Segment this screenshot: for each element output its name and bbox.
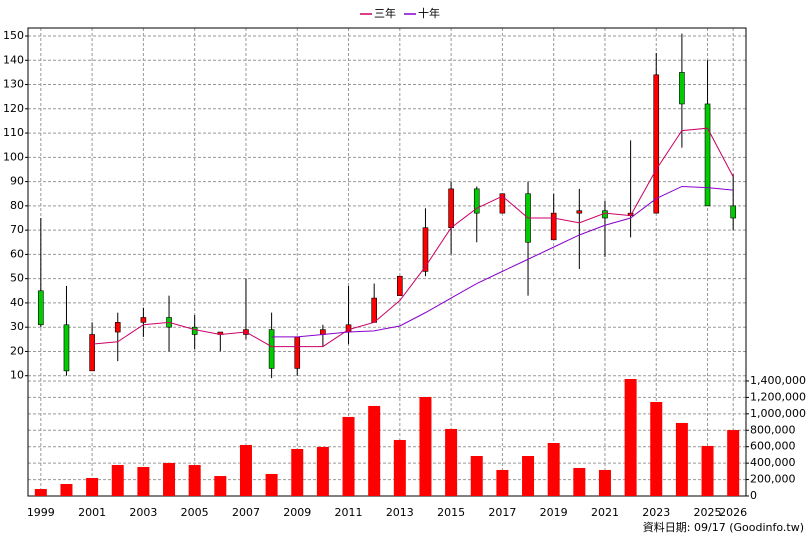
candle-body <box>191 326 198 335</box>
y-tick-label: 150 <box>3 29 24 42</box>
volume-bar <box>111 465 124 496</box>
volume-bar <box>650 402 663 496</box>
x-tick-label: 1999 <box>27 506 55 519</box>
y2-tick-label: 400,000 <box>750 456 796 469</box>
candle-body <box>268 329 275 369</box>
volume-bar <box>34 489 47 496</box>
volume-bar <box>163 462 176 496</box>
y-tick-label: 30 <box>10 320 24 333</box>
x-tick-label: 2017 <box>488 506 516 519</box>
volume-bar <box>573 467 586 496</box>
y-tick-label: 20 <box>10 344 24 357</box>
volume-bar <box>86 478 99 496</box>
candle-body <box>473 188 480 214</box>
candle-body <box>140 317 147 323</box>
volume-bar <box>522 455 535 496</box>
volume-bar <box>470 455 483 496</box>
volume-bar <box>598 469 611 496</box>
x-tick-label: 2025 <box>694 506 722 519</box>
volume-bar <box>137 466 150 496</box>
candle-body <box>114 322 121 333</box>
volume-bar <box>624 379 637 496</box>
candle-body <box>320 329 326 335</box>
volume-bar <box>701 445 714 496</box>
volume-bar <box>496 469 509 496</box>
candle-body <box>397 275 403 296</box>
volume-bar <box>675 422 688 496</box>
candle-body <box>704 103 711 207</box>
ma-line <box>92 127 734 348</box>
y-tick-label: 90 <box>10 175 24 188</box>
volume-bar <box>393 439 406 496</box>
x-tick-label: 2015 <box>437 506 465 519</box>
candle-body <box>679 72 685 105</box>
candle-body <box>653 74 660 214</box>
volume-bar <box>188 465 201 496</box>
candle-body <box>294 336 301 369</box>
ma-line <box>271 185 734 338</box>
volume-bar <box>547 443 560 496</box>
y-tick-label: 10 <box>10 369 24 382</box>
candle-body <box>371 297 377 323</box>
plot-frame <box>27 27 747 497</box>
y-tick-label: 140 <box>3 53 24 66</box>
x-tick-label: 2013 <box>386 506 414 519</box>
y2-tick-label: 1,400,000 <box>750 374 806 387</box>
y2-tick-label: 1,200,000 <box>750 390 806 403</box>
candle-body <box>602 210 608 219</box>
candle-body <box>63 324 70 372</box>
x-tick-label: 2007 <box>232 506 260 519</box>
y2-tick-label: 800,000 <box>750 423 796 436</box>
y2-tick-label: 0 <box>750 489 757 502</box>
y-tick-label: 60 <box>10 247 24 260</box>
x-tick-label: 2026 <box>719 506 747 519</box>
y-tick-label: 80 <box>10 199 24 212</box>
volume-bar <box>419 396 432 496</box>
candle-body <box>576 210 583 214</box>
volume-bar <box>342 416 355 496</box>
candle-body <box>422 227 429 272</box>
y-tick-label: 130 <box>3 78 24 91</box>
x-tick-label: 2023 <box>642 506 670 519</box>
x-tick-label: 2009 <box>283 506 311 519</box>
y2-tick-label: 1,000,000 <box>750 407 806 420</box>
y-tick-label: 120 <box>3 102 24 115</box>
candle-body <box>550 212 557 241</box>
y-tick-label: 70 <box>10 223 24 236</box>
candle-body <box>38 290 44 326</box>
x-tick-label: 2011 <box>335 506 363 519</box>
x-tick-label: 2003 <box>129 506 157 519</box>
legend-label: 三年 <box>374 6 396 20</box>
volume-bar <box>368 405 381 496</box>
volume-bar <box>291 449 304 496</box>
volume-bar <box>445 428 458 496</box>
volume-bar <box>727 430 740 496</box>
volume-bar <box>265 473 278 496</box>
candle-body <box>448 188 454 229</box>
x-tick-label: 2001 <box>78 506 106 519</box>
x-tick-label: 2005 <box>181 506 209 519</box>
volume-bar <box>214 476 227 496</box>
y-tick-label: 100 <box>3 150 24 163</box>
candle-body <box>499 193 506 214</box>
legend-label: 十年 <box>418 6 440 20</box>
y-tick-label: 40 <box>10 296 24 309</box>
volume-bar <box>239 444 252 496</box>
y2-tick-label: 600,000 <box>750 440 796 453</box>
y-tick-label: 50 <box>10 272 24 285</box>
candle-body <box>89 334 95 372</box>
y-tick-label: 110 <box>3 126 24 139</box>
x-tick-label: 2019 <box>540 506 568 519</box>
footer: 資料日期: 09/17 (Goodinfo.tw) <box>643 520 804 534</box>
candle-body <box>730 205 736 219</box>
volume-bar <box>316 446 329 496</box>
y2-tick-label: 200,000 <box>750 473 796 486</box>
volume-bar <box>60 484 73 496</box>
x-tick-label: 2021 <box>591 506 619 519</box>
